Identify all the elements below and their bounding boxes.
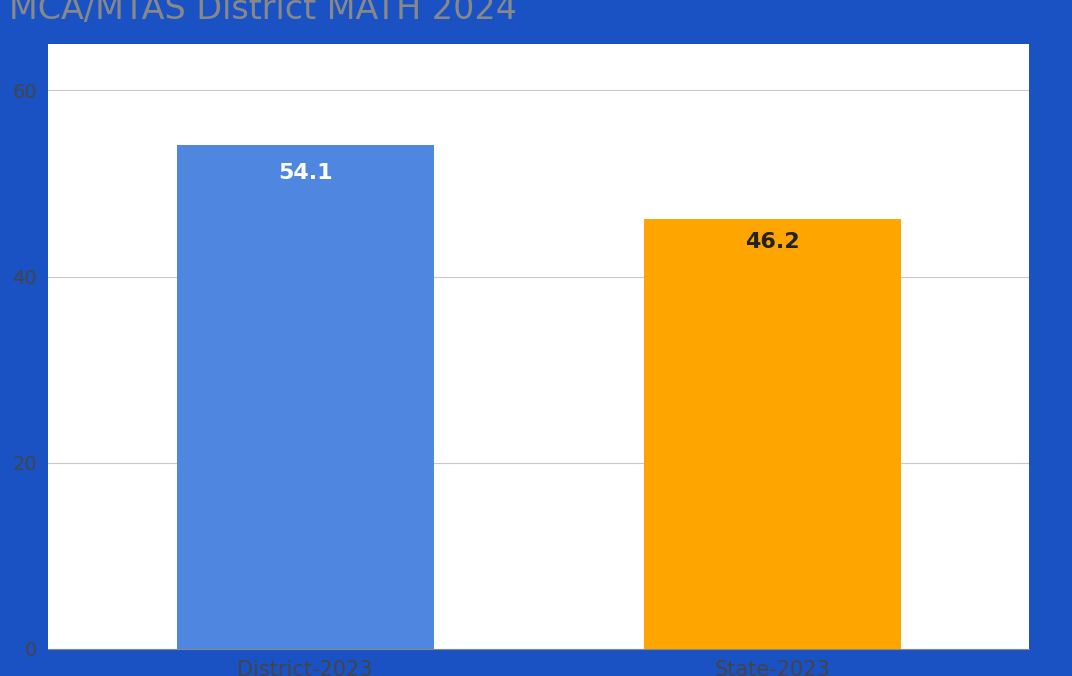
- Text: 46.2: 46.2: [745, 232, 800, 252]
- Bar: [177, 145, 433, 649]
- Text: MCA/MTAS District MATH 2024: MCA/MTAS District MATH 2024: [9, 0, 517, 26]
- Text: 54.1: 54.1: [278, 164, 332, 183]
- Bar: [644, 219, 900, 649]
